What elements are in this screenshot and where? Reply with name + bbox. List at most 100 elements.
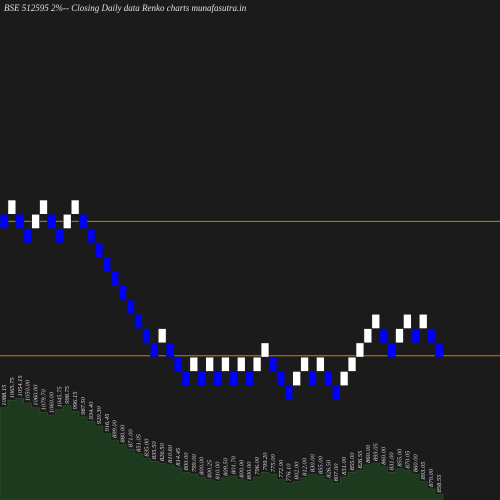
volume-label: 851.05 [135,433,142,452]
volume-label: 800.00 [183,452,190,471]
volume-label: 934.40 [88,401,95,420]
volume-label: 1079.70 [41,388,48,410]
brick [47,213,56,229]
brick [7,199,17,215]
volume-label: 835.00 [143,438,150,457]
brick [292,371,301,387]
volume-label: 855.00 [396,448,403,467]
brick [268,356,278,372]
volume-label: 826.50 [325,459,332,478]
brick [355,342,365,358]
brick [244,371,254,387]
volume-label: 831.00 [389,452,396,471]
volume-label: 799.00 [191,454,198,473]
volume-label: 775.00 [270,454,277,473]
brick [339,371,349,387]
volume-label: 1045.75 [56,386,63,408]
volume-label: 830.00 [309,454,316,473]
brick [418,313,428,329]
chart-title: BSE 512595 2%-- Closing Daily data Renko… [4,3,247,13]
volume-label: 801.70 [230,455,237,474]
brick [316,356,325,372]
volume-label: 860.00 [381,446,388,465]
volume-label: 920.30 [96,406,103,425]
volume-label: 1054.15 [17,375,24,397]
brick [300,356,309,372]
brick [260,342,270,358]
brick [0,213,9,229]
volume-label: 826.50 [159,442,166,461]
volume-area [0,398,444,500]
brick [276,371,286,387]
brick [150,342,159,358]
brick [426,328,436,344]
volume-label: 796.00 [254,456,261,475]
brick [102,256,112,272]
brick [181,371,191,387]
brick [142,328,151,344]
brick [86,228,96,244]
brick [387,342,396,358]
volume-label: 812.00 [302,457,309,476]
brick [39,199,48,215]
volume-label: 998.75 [64,385,71,404]
volume-label: 776.10 [286,463,293,482]
brick [78,213,88,229]
volume-label: 916.45 [104,413,111,432]
volume-label: 1050.00 [25,379,32,401]
volume-label: 855.00 [317,455,324,474]
volume-label: 893.05 [420,461,427,480]
brick [23,228,32,244]
brick [62,213,72,229]
brick [55,228,64,244]
brick [134,313,143,329]
brick [157,328,167,344]
volume-label: 893.05 [373,442,380,461]
volume-label: 860.00 [365,444,372,463]
brick [70,199,80,215]
volume-label: 807.00 [333,463,340,482]
brick [118,285,127,301]
brick [363,328,373,344]
brick [15,213,25,229]
brick [403,313,412,329]
brick [126,299,135,315]
brick [252,356,262,372]
volume-label: 802.00 [294,461,301,480]
brick [31,213,40,229]
volume-label: 772.00 [278,459,285,478]
brick [379,328,388,344]
brick [284,385,293,401]
brick [411,328,420,344]
brick [395,328,404,344]
volume-label: 810.60 [167,444,174,463]
volume-label: 987.50 [80,396,87,415]
volume-label: 809.50 [222,457,229,476]
brick [213,371,222,387]
volume-label: 870.00 [428,468,435,487]
volume-label: 880.00 [120,424,127,443]
volume-label: 996.15 [72,391,79,410]
volume-label: 835.50 [151,441,158,460]
brick [197,371,206,387]
volume-label: 858.55 [436,474,443,493]
volume-label: 870.05 [404,450,411,469]
volume-label: 799.20 [262,452,269,471]
brick [205,356,214,372]
volume-label: 800.25 [207,459,214,478]
brick [110,271,119,287]
volume-label: 814.45 [175,447,182,466]
brick [308,371,317,387]
brick [221,356,230,372]
brick [173,356,183,372]
volume-label: 826.55 [357,450,364,469]
volume-label: 1060.00 [48,391,55,413]
volume-label: 899.00 [112,419,119,438]
volume-label: 871.00 [128,429,135,448]
brick [237,356,246,372]
brick [165,342,175,358]
volume-label: 1060.00 [33,384,40,406]
brick [434,342,444,358]
